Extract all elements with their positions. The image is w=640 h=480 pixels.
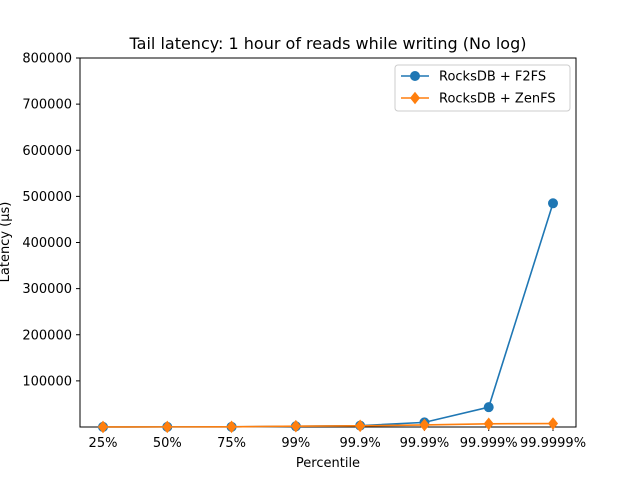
y-tick-label: 300000 xyxy=(22,282,72,297)
x-tick-label: 50% xyxy=(153,436,182,451)
data-point xyxy=(547,417,559,430)
data-point xyxy=(483,417,494,431)
y-axis-label: Latency (µs) xyxy=(0,202,13,283)
y-tick-label: 500000 xyxy=(22,190,72,205)
plot-frame xyxy=(79,57,577,428)
data-point xyxy=(97,420,109,434)
x-tick-label: 99.999% xyxy=(460,436,518,451)
x-axis-label: Percentile xyxy=(296,456,360,471)
y-tick-label: 600000 xyxy=(22,144,72,159)
x-tick-label: 25% xyxy=(89,436,118,451)
y-tick-label: 100000 xyxy=(22,374,72,389)
data-point xyxy=(548,198,558,209)
data-point xyxy=(162,420,173,434)
plot-area: 100000 200000 300000 400000 500000 600000 7000… xyxy=(22,52,586,452)
series-line xyxy=(102,203,554,428)
legend-box xyxy=(394,64,571,112)
legend-marker xyxy=(410,71,420,81)
x-tick-label: 75% xyxy=(217,436,246,451)
x-tick-label: 99% xyxy=(281,436,310,451)
data-point xyxy=(483,402,494,413)
legend: RocksDB + F2FS RocksDB + ZenFS xyxy=(394,64,571,112)
legend-entry: RocksDB + F2FS xyxy=(439,70,546,85)
chart-title: Tail latency: 1 hour of reads while writ… xyxy=(129,34,527,53)
y-tick-label: 700000 xyxy=(22,98,72,113)
y-tick-label: 800000 xyxy=(22,52,72,67)
legend-marker xyxy=(409,91,421,105)
data-point xyxy=(419,418,430,432)
series-line xyxy=(102,422,554,428)
y-tick-label: 200000 xyxy=(22,328,72,343)
x-tick-label: 99.99% xyxy=(400,436,450,451)
legend-entry: RocksDB + ZenFS xyxy=(439,92,556,107)
data-point xyxy=(226,420,237,434)
data-point xyxy=(355,419,366,433)
y-tick-label: 400000 xyxy=(22,236,72,251)
x-tick-label: 99.9999% xyxy=(520,436,586,451)
data-point xyxy=(290,419,301,433)
x-tick-label: 99.9% xyxy=(339,436,380,451)
